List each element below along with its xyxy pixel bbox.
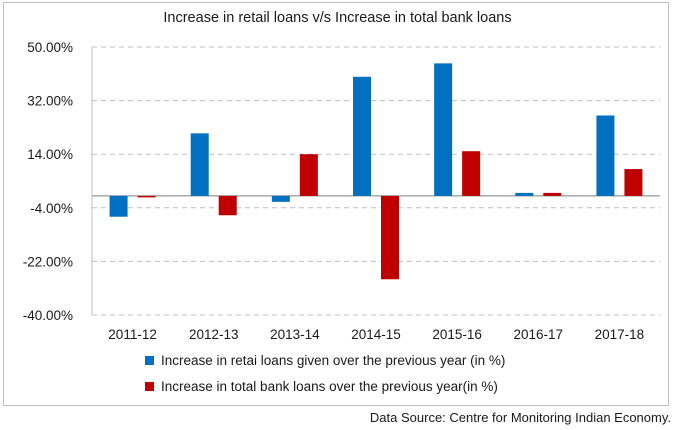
y-tick-label: 14.00%	[27, 147, 73, 162]
y-tick-label: 32.00%	[27, 94, 73, 109]
legend-swatch-retail	[145, 356, 154, 365]
bar-retail-2014-15	[353, 76, 371, 196]
x-tick-label: 2014-15	[351, 327, 401, 342]
bar-retail-2016-17	[515, 192, 534, 196]
x-tick-label: 2011-12	[108, 327, 157, 342]
bar-total-2016-17	[543, 192, 562, 196]
x-tick-label: 2015-16	[432, 327, 482, 342]
x-tick-label: 2012-13	[189, 327, 239, 342]
legend-label-retail: Increase in retai loans given over the p…	[161, 353, 506, 368]
y-tick-label: 50.00%	[27, 40, 73, 55]
legend-swatch-total	[145, 382, 154, 391]
legend-item-total-loans: Increase in total bank loans over the pr…	[145, 379, 498, 394]
bar-retail-2012-13	[190, 133, 209, 196]
bar-retail-2013-14	[271, 195, 290, 202]
bar-total-2015-16	[462, 151, 481, 196]
bar-retail-2011-12	[109, 195, 128, 217]
x-tick-label: 2013-14	[270, 327, 320, 342]
y-tick-label: -40.00%	[23, 308, 73, 323]
bar-retail-2017-18	[596, 115, 615, 196]
bar-total-2014-15	[381, 195, 399, 280]
x-tick-label: 2017-18	[595, 327, 645, 342]
chart-title: Increase in retail loans v/s Increase in…	[163, 10, 512, 26]
bar-total-2011-12	[137, 195, 156, 198]
legend-label-total: Increase in total bank loans over the pr…	[161, 379, 498, 394]
bar-total-2012-13	[218, 195, 237, 216]
y-tick-label: -22.00%	[23, 254, 73, 269]
data-source-note: Data Source: Centre for Monitoring India…	[369, 410, 671, 425]
y-tick-label: -4.00%	[30, 201, 73, 216]
x-tick-label: 2016-17	[514, 327, 564, 342]
legend-item-retail-loans: Increase in retai loans given over the p…	[145, 353, 505, 368]
bar-total-2017-18	[624, 169, 643, 196]
bar-total-2013-14	[299, 154, 318, 196]
bar-retail-2015-16	[434, 63, 453, 196]
